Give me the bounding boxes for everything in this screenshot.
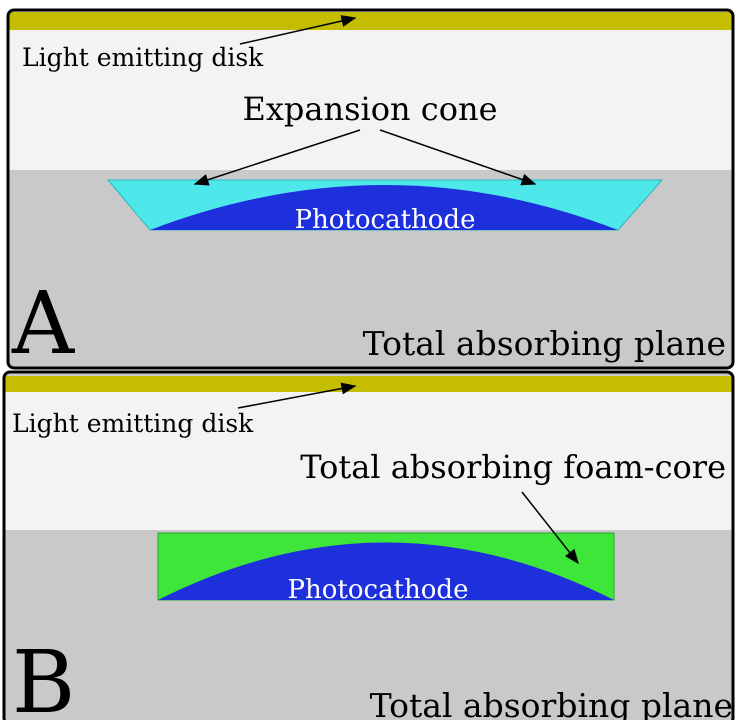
- plane-label: Total absorbing plane: [370, 686, 733, 720]
- panel-letter: B: [12, 633, 75, 720]
- emitter-label: Light emitting disk: [12, 409, 254, 438]
- plane-label: Total absorbing plane: [363, 324, 726, 363]
- panel-border: [6, 8, 735, 370]
- light-emitting-disk: [5, 376, 732, 392]
- arrow: [237, 382, 357, 409]
- emitter-label: Light emitting disk: [22, 43, 264, 72]
- arrow: [379, 129, 537, 186]
- light-region: [5, 392, 732, 530]
- panel-a: Photocathode Light emitting disk Expansi…: [6, 8, 735, 374]
- arrow: [193, 129, 361, 186]
- photocathode: [158, 542, 614, 600]
- arrow: [521, 491, 579, 565]
- arrow: [239, 15, 357, 45]
- light-region: [9, 30, 732, 170]
- panel-b: Photocathode Light emitting disk Total a…: [2, 370, 735, 720]
- annotation-label: Total absorbing foam-core: [300, 448, 726, 486]
- cathode-label: Photocathode: [295, 205, 476, 235]
- cathode-label: Photocathode: [288, 575, 469, 605]
- panel-letter: A: [11, 274, 75, 374]
- annotation-label: Expansion cone: [242, 90, 497, 128]
- photocathode: [150, 185, 618, 230]
- panel-border: [2, 370, 735, 720]
- light-emitting-disk: [9, 12, 732, 30]
